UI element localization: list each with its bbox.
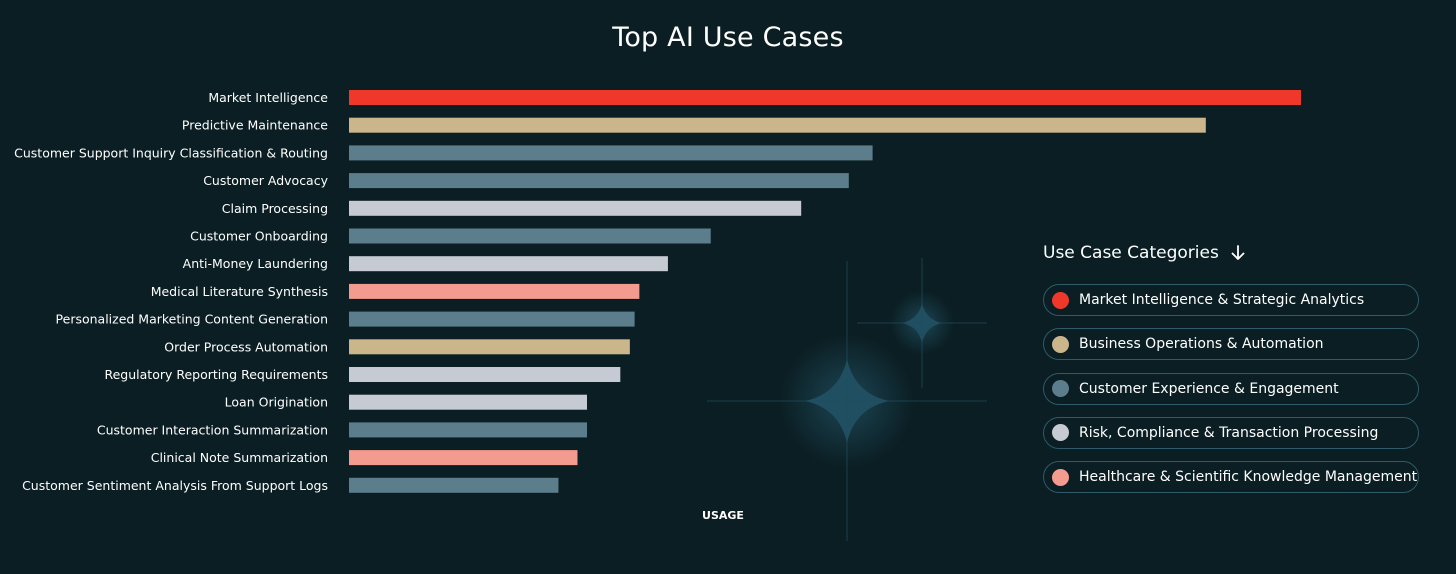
category-label: Customer Support Inquiry Classification … (14, 145, 328, 160)
category-label: Regulatory Reporting Requirements (104, 367, 328, 382)
category-label: Clinical Note Summarization (151, 450, 328, 465)
bars-layer (349, 90, 1301, 493)
legend-item: Market Intelligence & Strategic Analytic… (1043, 284, 1419, 316)
category-labels: Market Intelligence Predictive Maintenanc… (14, 90, 328, 493)
legend-label: Customer Experience & Engagement (1079, 380, 1339, 397)
category-label: Order Process Automation (164, 339, 328, 354)
sparkle-decoration (707, 258, 987, 541)
legend-item: Risk, Compliance & Transaction Processin… (1043, 416, 1419, 449)
bar (349, 367, 621, 382)
bar (349, 117, 1206, 133)
category-label: Personalized Marketing Content Generatio… (56, 312, 328, 327)
bar (349, 283, 640, 299)
legend-swatch (1052, 424, 1069, 442)
chart-title: Top AI Use Cases (612, 22, 844, 53)
category-label: Customer Sentiment Analysis From Support… (22, 478, 328, 493)
legend-item: Healthcare & Scientific Knowledge Manage… (1043, 461, 1419, 494)
legend-label: Healthcare & Scientific Knowledge Manage… (1079, 469, 1418, 486)
category-label: Customer Onboarding (190, 229, 328, 244)
legend: Use Case Categories Market Intelligence … (1043, 240, 1419, 505)
category-label: Customer Advocacy (203, 173, 328, 188)
bar (349, 228, 711, 244)
bar (349, 477, 559, 493)
legend-heading: Use Case Categories (1043, 240, 1419, 266)
bar (349, 394, 587, 410)
legend-swatch (1052, 380, 1069, 398)
legend-swatch (1052, 335, 1069, 353)
legend-label: Risk, Compliance & Transaction Processin… (1079, 424, 1379, 441)
legend-swatch (1052, 291, 1069, 309)
legend-label: Market Intelligence & Strategic Analytic… (1079, 292, 1365, 308)
x-axis-label: USAGE (702, 509, 744, 522)
legend-swatch (1052, 468, 1069, 486)
legend-item: Customer Experience & Engagement (1043, 372, 1419, 405)
category-label: Customer Interaction Summarization (97, 422, 328, 437)
bar (349, 145, 873, 161)
category-label: Loan Origination (225, 395, 328, 410)
legend-items: Market Intelligence & Strategic Analytic… (1043, 284, 1419, 494)
bar (349, 173, 849, 189)
category-label: Anti-Money Laundering (183, 256, 328, 271)
category-label: Claim Processing (222, 201, 328, 216)
bar (349, 90, 1301, 105)
bar (349, 256, 668, 272)
arrow-down-icon (1231, 245, 1245, 260)
legend-label: Business Operations & Automation (1079, 336, 1324, 353)
category-label: Predictive Maintenance (182, 118, 328, 133)
legend-heading-label: Use Case Categories (1043, 243, 1219, 263)
legend-item: Business Operations & Automation (1043, 328, 1419, 361)
bar (349, 311, 635, 327)
bar (349, 450, 578, 466)
bar (349, 422, 587, 438)
category-label: Medical Literature Synthesis (151, 284, 328, 299)
bar (349, 200, 802, 216)
bar (349, 339, 630, 355)
category-label: Market Intelligence (208, 90, 328, 105)
